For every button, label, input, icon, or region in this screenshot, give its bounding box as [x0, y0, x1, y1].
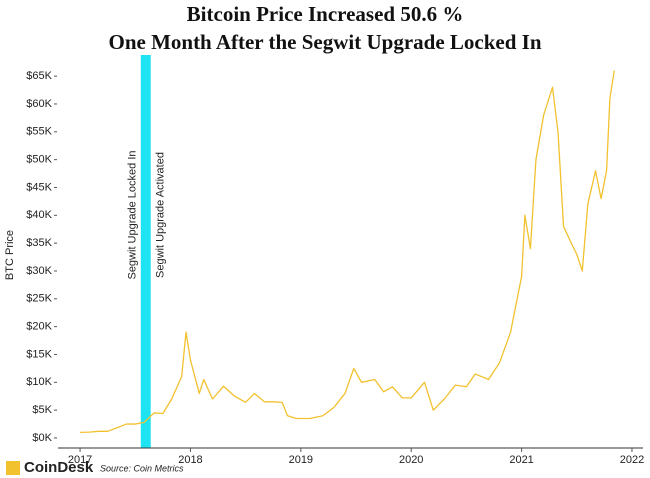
band-label: Segwit Upgrade Locked In — [127, 150, 139, 279]
y-tick-label: $15K — [26, 348, 52, 360]
y-tick-label: $5K — [32, 404, 52, 416]
y-tick-label: $10K — [26, 376, 52, 388]
source: Source: Coin Metrics — [100, 463, 184, 473]
x-tick-label: 2020 — [399, 454, 423, 466]
band-label: Segwit Upgrade Activated — [155, 152, 167, 278]
y-tick-label: $30K — [26, 265, 52, 277]
y-axis-label: BTC Price — [4, 230, 16, 280]
x-tick-label: 2022 — [620, 454, 644, 466]
y-tick-label: $0K — [32, 432, 52, 444]
chart-title: Bitcoin Price Increased 50.6 % — [187, 2, 464, 26]
x-tick-label: 2021 — [509, 454, 533, 466]
y-tick-label: $65K — [26, 70, 52, 82]
logo-icon — [6, 461, 20, 475]
y-tick-label: $60K — [26, 98, 52, 110]
y-tick-label: $25K — [26, 293, 52, 305]
y-tick-label: $50K — [26, 154, 52, 166]
price-line — [80, 70, 615, 434]
y-tick-label: $20K — [26, 321, 52, 333]
y-tick-label: $35K — [26, 237, 52, 249]
y-tick-label: $55K — [26, 126, 52, 138]
x-tick-label: 2017 — [68, 454, 92, 466]
brand: CoinDesk — [24, 459, 94, 476]
chart-subtitle: One Month After the Segwit Upgrade Locke… — [108, 30, 541, 54]
x-tick-label: 2018 — [178, 454, 202, 466]
event-band — [140, 55, 151, 448]
y-tick-label: $40K — [26, 209, 52, 221]
x-tick-label: 2019 — [289, 454, 313, 466]
y-tick-label: $45K — [26, 181, 52, 193]
